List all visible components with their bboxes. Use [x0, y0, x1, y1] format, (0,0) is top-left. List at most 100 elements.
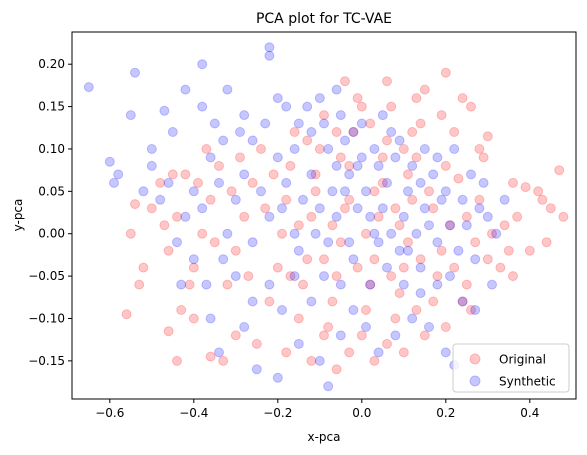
point-synthetic: [419, 203, 430, 214]
point-synthetic: [310, 228, 321, 239]
point-original: [508, 177, 518, 188]
point-original: [390, 313, 401, 324]
point-synthetic: [352, 160, 363, 171]
series-synthetic: [83, 42, 510, 392]
series-original: [121, 67, 569, 375]
point-synthetic: [239, 322, 250, 332]
point-synthetic: [197, 59, 208, 70]
point-original: [428, 296, 439, 307]
point-original: [306, 211, 317, 222]
point-synthetic: [218, 135, 229, 146]
point-synthetic: [239, 110, 250, 121]
point-synthetic: [394, 245, 405, 256]
point-original: [382, 135, 392, 146]
point-synthetic: [205, 313, 216, 324]
point-synthetic: [428, 169, 439, 180]
point-original: [306, 355, 317, 366]
point-original: [394, 288, 405, 299]
y-tick-label: 0.20: [38, 57, 65, 71]
point-synthetic: [415, 262, 426, 273]
point-original: [348, 127, 359, 137]
point-original: [466, 101, 476, 112]
legend-marker-synthetic: [469, 375, 481, 387]
point-original: [457, 296, 468, 307]
y-axis-label: y-pca: [11, 199, 25, 232]
chart-title: PCA plot for TC-VAE: [256, 11, 392, 27]
legend: Original Synthetic: [452, 343, 570, 393]
point-original: [369, 355, 380, 366]
point-synthetic: [176, 279, 187, 290]
point-original: [268, 169, 279, 180]
point-original: [319, 330, 329, 341]
point-synthetic: [264, 50, 275, 61]
point-original: [176, 305, 187, 315]
point-synthetic: [146, 160, 157, 171]
y-axis-ticks: −0.15 −0.10 −0.05 0.00 0.05 0.10 0.15 0.20: [28, 57, 72, 368]
point-original: [188, 313, 199, 324]
point-synthetic: [277, 203, 287, 214]
point-synthetic: [125, 110, 136, 121]
point-synthetic: [222, 84, 233, 95]
point-synthetic: [344, 237, 355, 248]
point-synthetic: [289, 144, 300, 154]
point-synthetic: [293, 118, 304, 129]
point-original: [369, 254, 380, 265]
point-original: [499, 220, 510, 231]
point-synthetic: [470, 305, 481, 315]
point-original: [377, 177, 388, 188]
point-synthetic: [335, 279, 346, 290]
plot-points: [83, 42, 569, 392]
point-original: [125, 228, 136, 239]
point-synthetic: [457, 296, 468, 307]
point-synthetic: [172, 237, 182, 248]
point-synthetic: [407, 160, 418, 171]
point-original: [356, 101, 367, 112]
point-synthetic: [83, 82, 94, 93]
point-original: [243, 271, 254, 282]
x-tick-label: −0.4: [179, 406, 208, 420]
point-synthetic: [214, 347, 224, 358]
point-original: [533, 186, 544, 197]
point-original: [537, 194, 548, 205]
point-synthetic: [331, 160, 342, 171]
point-synthetic: [419, 144, 430, 154]
point-original: [319, 254, 329, 265]
point-synthetic: [264, 279, 275, 290]
point-synthetic: [386, 127, 397, 137]
point-original: [453, 173, 464, 184]
y-tick-label: 0.10: [38, 142, 65, 156]
point-synthetic: [377, 110, 388, 121]
point-synthetic: [474, 203, 485, 214]
point-original: [508, 271, 518, 282]
point-synthetic: [239, 169, 250, 180]
point-synthetic: [394, 135, 405, 146]
point-original: [344, 160, 355, 171]
y-tick-label: −0.05: [28, 269, 65, 283]
point-synthetic: [104, 156, 115, 167]
point-synthetic: [453, 245, 464, 256]
point-synthetic: [457, 194, 468, 205]
legend-box: [452, 343, 570, 393]
point-original: [541, 237, 552, 248]
point-synthetic: [251, 364, 262, 375]
y-tick-label: 0.15: [38, 100, 65, 114]
x-tick-label: 0.2: [436, 406, 455, 420]
point-synthetic: [331, 211, 342, 222]
point-original: [403, 237, 413, 248]
point-original: [470, 237, 481, 248]
x-tick-label: −0.6: [95, 406, 124, 420]
point-synthetic: [335, 110, 346, 121]
point-original: [260, 203, 271, 214]
point-original: [264, 296, 275, 307]
point-original: [277, 228, 287, 239]
point-original: [461, 279, 472, 290]
point-synthetic: [323, 144, 334, 154]
point-synthetic: [293, 245, 304, 256]
point-original: [352, 262, 363, 273]
point-synthetic: [235, 127, 245, 137]
point-original: [327, 220, 338, 231]
point-original: [272, 262, 283, 273]
point-synthetic: [146, 144, 157, 154]
point-original: [281, 347, 292, 358]
point-synthetic: [306, 169, 317, 180]
